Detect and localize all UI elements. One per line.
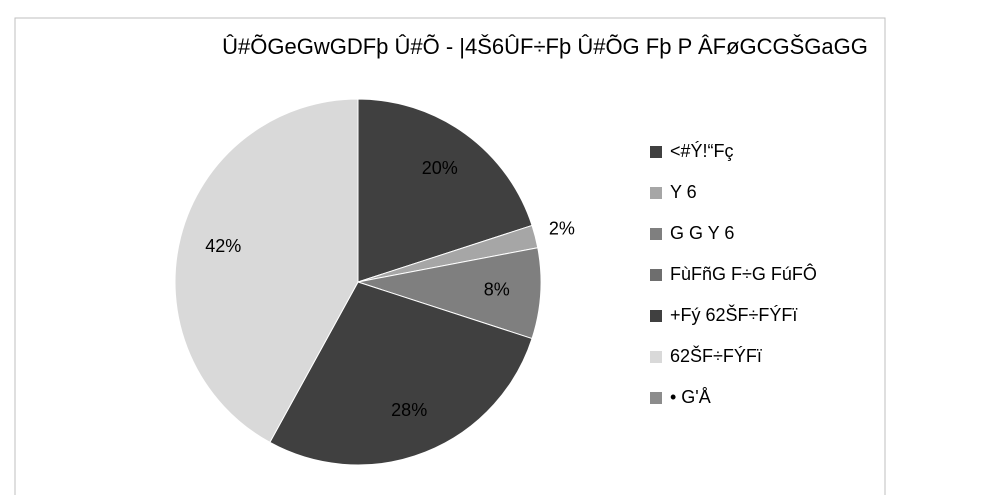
- data-label: 42%: [205, 236, 241, 256]
- legend-label: +Fý 62ŠF÷FÝFï: [670, 304, 797, 325]
- legend-label: 62ŠF÷FÝFï: [670, 345, 762, 366]
- legend-swatch: [650, 310, 662, 322]
- legend-label: Y 6: [670, 182, 697, 202]
- data-label: 28%: [391, 400, 427, 420]
- legend-swatch: [650, 351, 662, 363]
- legend-label: G G Y 6: [670, 223, 734, 243]
- data-label: 2%: [549, 218, 575, 238]
- pie-slice: [174, 98, 359, 444]
- pie-slice: [357, 98, 533, 283]
- legend-swatch: [650, 187, 662, 199]
- legend-swatch: [650, 392, 662, 404]
- pie-slice: [269, 281, 533, 466]
- legend-swatch: [650, 228, 662, 240]
- legend-label: • G'Å: [670, 387, 711, 407]
- data-label: 20%: [422, 158, 458, 178]
- data-label: 8%: [484, 279, 510, 299]
- chart-title: Û#ÕGeGwGDFþ Û#Õ - |4Š6ÛF÷Fþ Û#ÕG Fþ P ÂF…: [222, 34, 868, 59]
- legend-swatch: [650, 269, 662, 281]
- legend-swatch: [650, 146, 662, 158]
- legend-label: FùFñG F÷G FúFÔ: [670, 263, 817, 284]
- legend-label: <#Ý!“Fç: [670, 141, 734, 161]
- pie-slice: [357, 247, 542, 340]
